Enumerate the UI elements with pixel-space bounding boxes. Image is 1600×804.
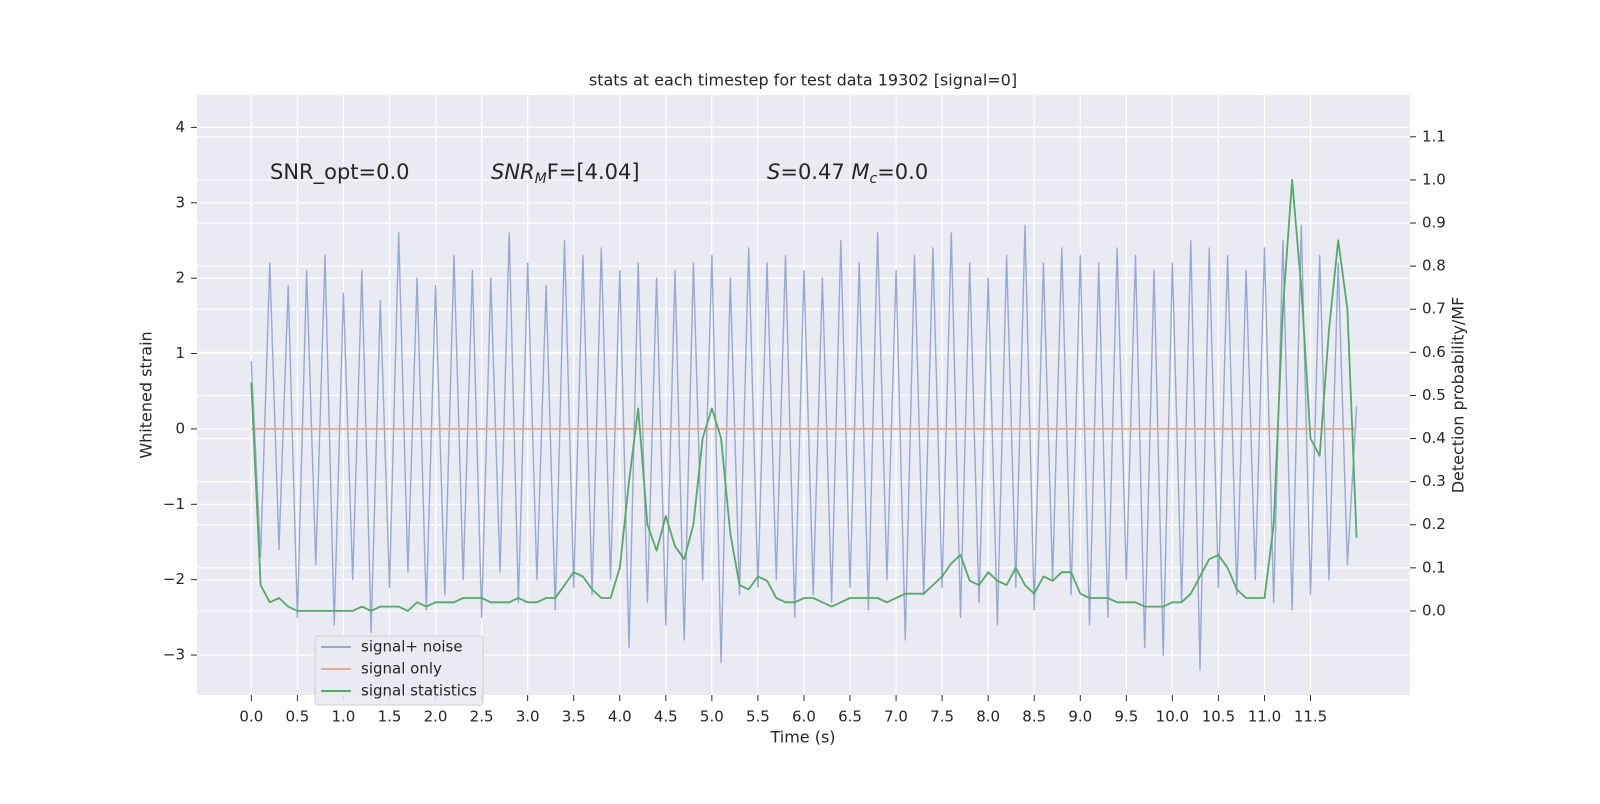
annotation-part: SNR (491, 160, 535, 184)
x-tick-label: 10.0 (1156, 708, 1189, 726)
x-tick-label: 0.0 (239, 708, 263, 726)
legend-label: signal+ noise (361, 638, 463, 656)
annotation: SNRMF=[4.04] (491, 160, 640, 187)
y-tick-label: 3 (175, 193, 185, 211)
series-line (250, 224, 1358, 671)
x-tick-label: 4.0 (608, 708, 632, 726)
x-tick-label: 7.0 (884, 708, 908, 726)
annotation-part: =0.47 (780, 160, 851, 184)
y2-tick-label: 1.1 (1422, 127, 1446, 145)
y-tick-label: −2 (163, 570, 185, 588)
x-tick-label: 8.5 (1022, 708, 1046, 726)
y-tick-label: 0 (175, 419, 185, 437)
annotation-part: SNR_opt=0.0 (270, 160, 410, 185)
annotation-part: =0.0 (877, 160, 928, 184)
annotation: S=0.47 Mc=0.0 (767, 160, 928, 187)
x-tick-label: 11.5 (1294, 708, 1327, 726)
annotation-part: M (535, 171, 547, 187)
legend-label: signal only (361, 660, 442, 678)
chart-title: stats at each timestep for test data 193… (589, 71, 1017, 90)
x-axis-label: Time (s) (769, 728, 835, 747)
annotation-part: S (767, 160, 780, 184)
x-tick-label: 2.5 (470, 708, 494, 726)
annotation-part: F=[4.04] (547, 160, 640, 184)
y-tick-label: −3 (163, 646, 185, 664)
y2-tick-label: 0.5 (1422, 386, 1446, 404)
y2-tick-label: 0.3 (1422, 472, 1446, 490)
y2-tick-label: 1.0 (1422, 170, 1446, 188)
y-tick-label: 2 (175, 269, 185, 287)
x-tick-label: 7.5 (930, 708, 954, 726)
y2-tick-label: 0.8 (1422, 257, 1446, 275)
annotation-part: c (870, 171, 878, 187)
x-tick-label: 1.0 (332, 708, 356, 726)
y-axis-label: Whitened strain (137, 331, 156, 458)
y2-tick-label: 0.7 (1422, 300, 1446, 318)
x-tick-label: 0.5 (285, 708, 309, 726)
y2-tick-label: 0.6 (1422, 343, 1446, 361)
y-tick-label: 1 (175, 344, 185, 362)
y2-tick-label: 0.2 (1422, 515, 1446, 533)
x-tick-label: 1.5 (378, 708, 402, 726)
x-tick-label: 5.5 (746, 708, 770, 726)
x-tick-label: 5.0 (700, 708, 724, 726)
x-tick-label: 9.0 (1068, 708, 1092, 726)
x-tick-label: 3.5 (562, 708, 586, 726)
grid (197, 95, 1410, 695)
y2-tick-label: 0.9 (1422, 214, 1446, 232)
y2-axis-label: Detection probability/MF (1449, 297, 1468, 494)
x-tick-label: 9.5 (1114, 708, 1138, 726)
legend-label: signal statistics (361, 682, 477, 700)
y2-tick-label: 0.4 (1422, 429, 1446, 447)
x-tick-label: 3.0 (516, 708, 540, 726)
x-tick-label: 6.5 (838, 708, 862, 726)
x-tick-label: 6.0 (792, 708, 816, 726)
x-tick-label: 8.0 (976, 708, 1000, 726)
legend-box (314, 635, 484, 706)
x-tick-label: 4.5 (654, 708, 678, 726)
y2-tick-label: 0.0 (1422, 601, 1446, 619)
y-tick-label: 4 (175, 118, 185, 136)
annotation: SNR_opt=0.0 (270, 160, 410, 185)
series-layer (250, 179, 1358, 671)
y2-tick-label: 0.1 (1422, 558, 1446, 576)
x-tick-label: 10.5 (1202, 708, 1235, 726)
annotation-part: M (851, 160, 869, 184)
y-tick-label: −1 (163, 495, 185, 513)
x-tick-label: 2.0 (424, 708, 448, 726)
x-tick-label: 11.0 (1248, 708, 1281, 726)
series-line (250, 179, 1358, 612)
